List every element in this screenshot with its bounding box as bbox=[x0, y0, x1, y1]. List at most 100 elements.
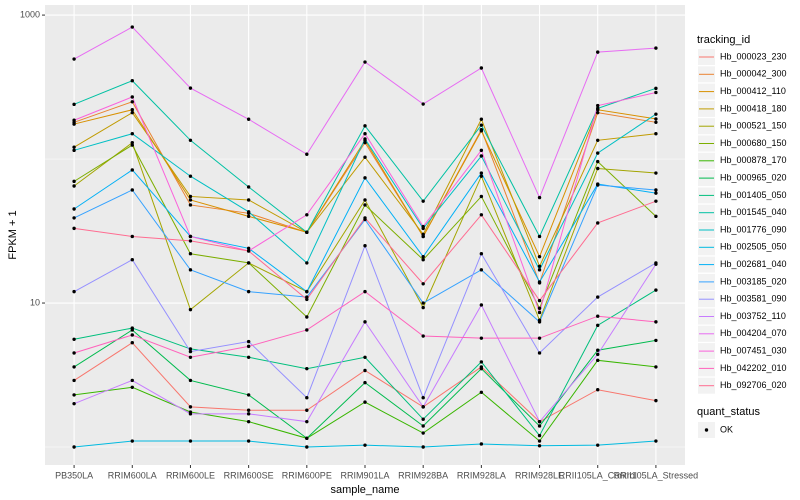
data-point bbox=[479, 366, 484, 371]
data-point bbox=[479, 154, 484, 158]
data-point bbox=[537, 298, 542, 303]
legend-label: Hb_000418_180 bbox=[720, 103, 787, 113]
legend-label: Hb_092706_020 bbox=[720, 380, 787, 390]
data-point bbox=[305, 213, 309, 217]
data-point bbox=[596, 106, 600, 111]
data-point bbox=[246, 419, 251, 424]
data-point bbox=[537, 336, 542, 340]
legend-label: Hb_000521_150 bbox=[720, 121, 787, 131]
data-point bbox=[188, 174, 193, 178]
data-point bbox=[246, 289, 251, 294]
data-point bbox=[479, 390, 484, 394]
data-point bbox=[188, 138, 193, 142]
data-point bbox=[537, 419, 542, 424]
data-point bbox=[246, 185, 251, 189]
data-point bbox=[479, 303, 484, 307]
data-point bbox=[654, 365, 658, 369]
data-point bbox=[188, 355, 193, 359]
data-point bbox=[596, 221, 600, 225]
data-point bbox=[305, 408, 309, 412]
data-point bbox=[363, 244, 367, 248]
data-point bbox=[188, 439, 193, 443]
data-point bbox=[72, 122, 76, 126]
data-point bbox=[421, 405, 425, 409]
data-point bbox=[363, 320, 367, 324]
x-tick-label: RRIM928BA bbox=[398, 470, 448, 480]
data-point bbox=[363, 380, 367, 385]
y-tick-label: 10 bbox=[30, 297, 40, 307]
data-point bbox=[596, 110, 600, 115]
data-point bbox=[363, 289, 367, 294]
data-point bbox=[72, 351, 76, 355]
data-point bbox=[479, 117, 484, 121]
data-point bbox=[72, 216, 76, 220]
data-point bbox=[246, 198, 251, 202]
data-point bbox=[246, 210, 251, 214]
data-point bbox=[72, 337, 76, 341]
data-point bbox=[130, 385, 134, 389]
data-point bbox=[246, 412, 251, 416]
legend-label: Hb_000680_150 bbox=[720, 138, 787, 148]
data-point bbox=[305, 315, 309, 319]
data-point bbox=[130, 188, 134, 192]
data-point bbox=[421, 102, 425, 106]
data-point bbox=[479, 129, 484, 133]
data-point bbox=[188, 86, 193, 90]
data-point bbox=[130, 168, 134, 172]
data-point bbox=[72, 445, 76, 449]
data-point bbox=[421, 431, 425, 435]
data-point bbox=[596, 323, 600, 328]
data-point bbox=[596, 314, 600, 318]
data-point bbox=[246, 246, 251, 250]
data-point bbox=[305, 366, 309, 371]
data-point bbox=[305, 152, 309, 156]
data-point bbox=[421, 445, 425, 449]
data-point bbox=[72, 145, 76, 149]
data-point bbox=[654, 117, 658, 121]
data-point bbox=[246, 214, 251, 219]
data-point bbox=[130, 378, 134, 383]
legend2-title: quant_status bbox=[697, 406, 760, 418]
data-point bbox=[654, 112, 658, 116]
legend-label: Hb_001545_040 bbox=[720, 207, 787, 217]
data-point bbox=[188, 198, 193, 202]
data-point bbox=[421, 417, 425, 421]
data-point bbox=[188, 194, 193, 199]
data-point bbox=[596, 50, 600, 54]
data-point bbox=[537, 306, 542, 310]
data-point bbox=[479, 174, 484, 178]
legend-title: tracking_id bbox=[697, 34, 750, 46]
data-point bbox=[363, 203, 367, 207]
legend-label: Hb_002505_050 bbox=[720, 242, 787, 252]
legend-label: Hb_002681_040 bbox=[720, 259, 787, 269]
data-point bbox=[479, 442, 484, 446]
data-point bbox=[596, 159, 600, 164]
data-point bbox=[130, 140, 134, 145]
legend-label: Hb_000412_110 bbox=[720, 86, 786, 96]
data-point bbox=[479, 268, 484, 272]
data-point bbox=[130, 25, 134, 29]
data-point bbox=[72, 118, 76, 122]
data-point bbox=[246, 249, 251, 253]
data-point bbox=[305, 396, 309, 400]
data-point bbox=[305, 289, 309, 294]
x-tick-label: RRIM600LA bbox=[108, 470, 157, 480]
legend-label: Hb_000023_230 bbox=[720, 51, 787, 61]
data-point bbox=[130, 439, 134, 443]
data-point bbox=[537, 444, 542, 448]
data-point bbox=[654, 132, 658, 136]
data-point bbox=[654, 90, 658, 95]
legend2-label: OK bbox=[720, 424, 733, 434]
data-point bbox=[479, 171, 484, 175]
data-point bbox=[130, 132, 134, 136]
data-point bbox=[188, 268, 193, 272]
x-tick-label: RRII105LA_Stressed bbox=[614, 470, 699, 480]
data-point bbox=[72, 365, 76, 369]
y-axis-title: FPKM + 1 bbox=[7, 210, 19, 259]
data-point bbox=[130, 333, 134, 337]
data-point bbox=[188, 234, 193, 239]
data-point bbox=[246, 261, 251, 265]
data-point bbox=[421, 224, 425, 229]
data-point bbox=[130, 79, 134, 83]
data-point bbox=[421, 334, 425, 338]
